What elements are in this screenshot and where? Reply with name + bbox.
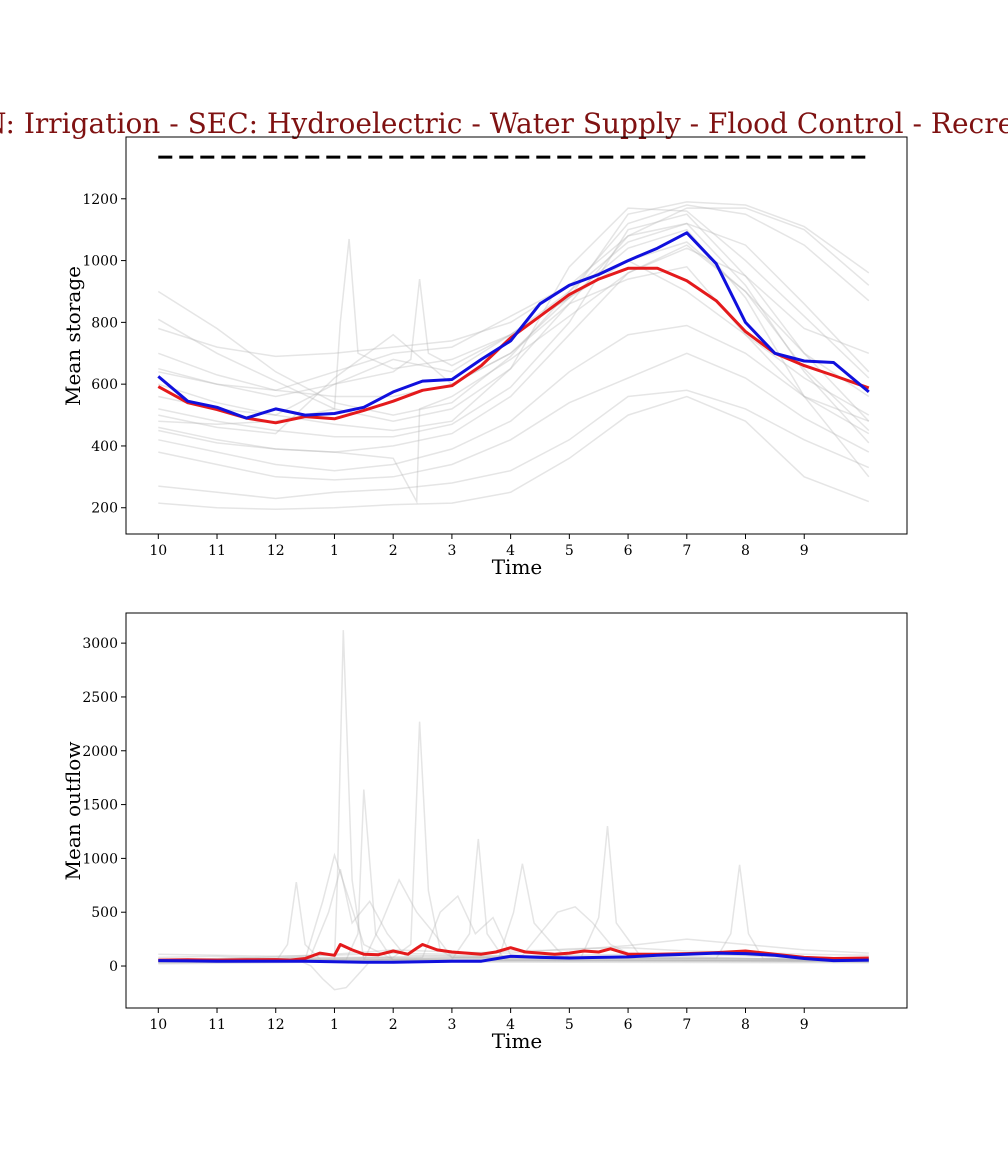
- storage-x-tick-label: 11: [208, 543, 226, 559]
- outflow-x-tick-label: 9: [800, 1017, 809, 1033]
- outflow-x-tick-label: 2: [389, 1017, 398, 1033]
- storage-mean-line-red: [157, 266, 870, 425]
- outflow-mean-line-blue: [158, 951, 869, 964]
- storage-y-ticks: 200 400 600 800 1000 1200: [82, 192, 126, 517]
- outflow-x-tick-label: 11: [208, 1017, 226, 1033]
- outflow-y-tick-label: 3000: [82, 636, 118, 652]
- outflow-ensemble-line-4: [158, 838, 869, 963]
- outflow-ensemble-line-0: [158, 630, 869, 962]
- storage-ensemble-line-4: [158, 213, 870, 438]
- storage-ensemble-line-12: [158, 228, 870, 478]
- outflow-ensemble-line-7: [158, 864, 869, 962]
- storage-y-tick-label: 200: [91, 501, 118, 517]
- storage-x-tick-label: 4: [506, 543, 515, 559]
- storage-ensemble-line-9: [158, 395, 870, 511]
- outflow-ensemble-line-6: [158, 826, 869, 963]
- storage-ensemble-line-10: [158, 259, 870, 416]
- storage-ensemble-line-5: [158, 244, 870, 453]
- outflow-mean-series: [158, 943, 869, 964]
- storage-y-tick-label: 1200: [82, 192, 118, 208]
- storage-x-tick-label: 1: [330, 543, 339, 559]
- storage-x-tick-label: 6: [624, 543, 633, 559]
- outflow-y-tick-label: 0: [109, 959, 118, 975]
- outflow-x-tick-label: 6: [624, 1017, 633, 1033]
- storage-mean-series: [157, 155, 870, 425]
- outflow-x-tick-label: 5: [565, 1017, 574, 1033]
- outflow-x-tick-label: 1: [330, 1017, 339, 1033]
- outflow-ensemble-line-13: [158, 958, 869, 991]
- outflow-panel: 10 11 12 1 2 3 4 5 6 7 8 9 050010001500200025003000…: [61, 612, 908, 1053]
- storage-y-axis-label: Mean storage: [61, 266, 85, 406]
- outflow-ensemble-line-9: [158, 869, 869, 962]
- storage-x-tick-label: 2: [389, 543, 398, 559]
- storage-ensemble-traces: [157, 201, 870, 511]
- outflow-ensemble-line-1: [158, 721, 869, 961]
- outflow-y-ticks: 0 500 1000 1500 2000 2500 3000: [82, 636, 126, 975]
- storage-x-tick-label: 5: [565, 543, 574, 559]
- storage-ensemble-line-1: [157, 207, 870, 422]
- storage-y-tick-label: 800: [91, 315, 118, 331]
- storage-x-tick-label: 8: [741, 543, 750, 559]
- storage-y-tick-label: 1000: [82, 254, 118, 270]
- outflow-x-axis-label: Time: [492, 1029, 543, 1053]
- outflow-y-tick-label: 1000: [82, 851, 118, 867]
- storage-x-tick-label: 9: [800, 543, 809, 559]
- storage-y-tick-label: 600: [91, 377, 118, 393]
- storage-ensemble-line-8: [158, 389, 870, 500]
- storage-x-ticks: 10 11 12 1 2 3 4 5 6 7 8 9: [149, 534, 809, 559]
- storage-x-tick-label: 12: [267, 543, 285, 559]
- outflow-x-tick-label: 10: [149, 1017, 167, 1033]
- storage-mean-line-blue: [157, 231, 870, 420]
- chart-title: MAIN: Irrigation - SEC: Hydroelectric - …: [0, 107, 1008, 140]
- outflow-y-tick-label: 500: [91, 905, 118, 921]
- outflow-x-tick-label: 7: [682, 1017, 691, 1033]
- storage-ensemble-line-2: [158, 201, 870, 398]
- outflow-ensemble-line-3: [158, 852, 869, 962]
- outflow-ensemble-line-12: [158, 905, 869, 961]
- storage-ensemble-line-15: [158, 222, 870, 398]
- storage-x-tick-label: 10: [149, 543, 167, 559]
- outflow-x-ticks: 10 11 12 1 2 3 4 5 6 7 8 9: [149, 1008, 809, 1033]
- storage-plot-frame: [125, 136, 908, 535]
- outflow-ensemble-line-16: [158, 938, 869, 958]
- storage-ensemble-line-0: [157, 204, 870, 416]
- storage-ensemble-line-6: [158, 324, 870, 472]
- storage-x-axis-label: Time: [492, 555, 543, 579]
- outflow-x-tick-label: 12: [267, 1017, 285, 1033]
- outflow-y-tick-label: 1500: [82, 798, 118, 814]
- storage-y-tick-label: 400: [91, 439, 118, 455]
- outflow-x-tick-label: 8: [741, 1017, 750, 1033]
- storage-ensemble-line-11: [158, 222, 870, 444]
- storage-ensemble-line-7: [158, 352, 870, 481]
- outflow-y-tick-label: 2500: [82, 690, 118, 706]
- storage-x-tick-label: 3: [447, 543, 456, 559]
- storage-ensemble-line-16: [158, 247, 870, 505]
- storage-x-tick-label: 7: [682, 543, 691, 559]
- outflow-y-tick-label: 2000: [82, 744, 118, 760]
- outflow-ensemble-traces: [158, 630, 869, 991]
- storage-ensemble-line-13: [158, 265, 870, 435]
- outflow-x-tick-label: 3: [447, 1017, 456, 1033]
- outflow-x-tick-label: 4: [506, 1017, 515, 1033]
- outflow-y-axis-label: Mean outflow: [61, 742, 85, 881]
- outflow-plot-frame: [125, 612, 908, 1009]
- storage-ensemble-line-3: [158, 207, 870, 432]
- outflow-ensemble-line-2: [158, 789, 869, 963]
